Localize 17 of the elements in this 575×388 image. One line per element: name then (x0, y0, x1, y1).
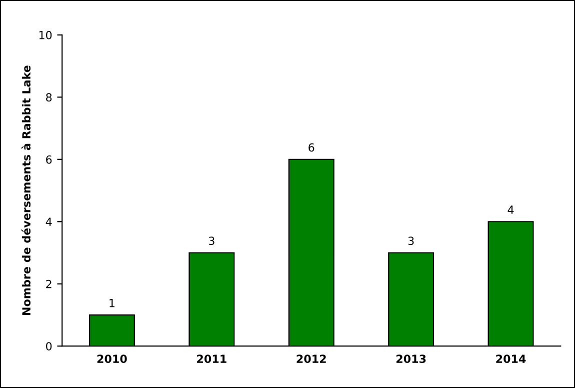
y-tick-label: 0 (46, 342, 52, 350)
y-tick-label: 10 (39, 30, 52, 40)
x-tick-label: 2014 (496, 354, 526, 364)
x-tick-label: 2010 (97, 354, 127, 364)
y-tick-label: 2 (46, 280, 52, 288)
y-tick-label: 6 (46, 155, 52, 164)
x-tick-label: 2012 (296, 354, 326, 364)
data-label: 3 (408, 236, 414, 246)
data-label: 4 (508, 206, 514, 214)
x-tick-label: 2011 (197, 354, 226, 364)
y-tick-label: 4 (46, 218, 52, 226)
data-label: 3 (208, 236, 214, 246)
y-tick-label: 8 (46, 93, 52, 102)
x-tick-label: 2013 (396, 354, 426, 364)
y-axis-title: Nombre de déversements à Rabbit Lake (21, 66, 31, 315)
data-label: 1 (110, 299, 114, 308)
data-label: 6 (308, 143, 314, 152)
